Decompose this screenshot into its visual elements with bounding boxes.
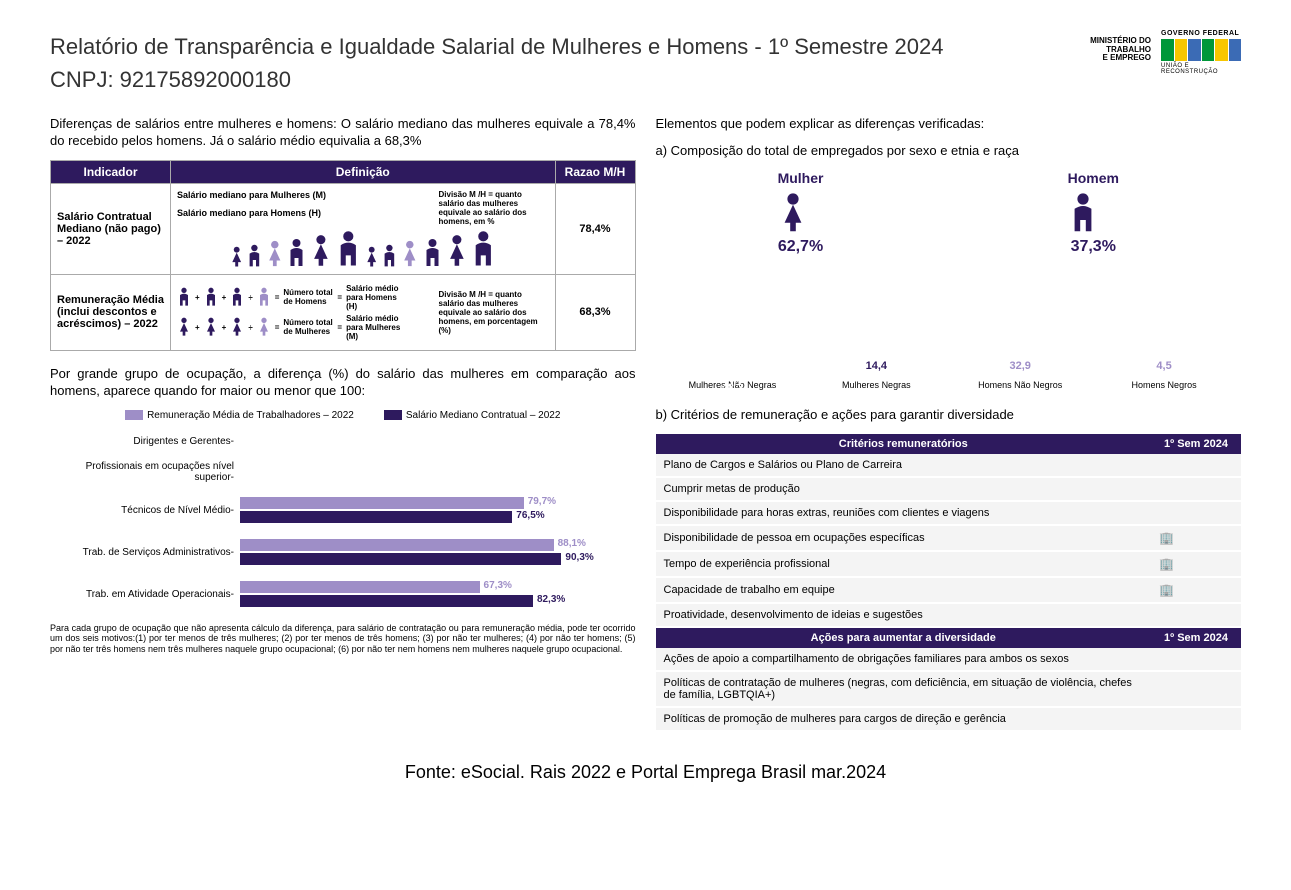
row-mediano: Salário Contratual Mediano (não pago) – …: [51, 183, 636, 274]
table-row: Políticas de contratação de mulheres (ne…: [656, 671, 1242, 707]
composition-header: Mulher 62,7% Homem 37,3%: [656, 170, 1242, 256]
hbar-row: Técnicos de Nível Médio-79,7%76,5%: [50, 497, 636, 525]
indicator-table: Indicador Definição Razao M/H Salário Co…: [50, 160, 636, 351]
composition-bar-chart: 48,314,432,94,5: [656, 266, 1242, 376]
brasil-logo: GOVERNO FEDERAL UNIÃO E RECONSTRUÇÃO: [1161, 30, 1241, 70]
table-row: Disponibilidade de pessoa em ocupações e…: [656, 525, 1242, 551]
man-icon: [1068, 192, 1098, 234]
check-icon: 🏢: [1159, 531, 1174, 545]
page-title: Relatório de Transparência e Igualdade S…: [50, 30, 943, 96]
table-row: Capacidade de trabalho em equipe🏢: [656, 577, 1242, 603]
th-razao: Razao M/H: [555, 160, 635, 183]
title-line1: Relatório de Transparência e Igualdade S…: [50, 34, 943, 59]
median-people-icons: [177, 230, 549, 268]
formula-homens: ++ ÷ = Número total de Homens = Salário …: [177, 284, 431, 311]
hbar-legend: Remuneração Média de Trabalhadores – 202…: [50, 410, 636, 421]
hbar-row: Trab. em Atividade Operacionais-67,3%82,…: [50, 581, 636, 609]
table-row: Cumprir metas de produção: [656, 477, 1242, 501]
check-icon: 🏢: [1159, 557, 1174, 571]
check-icon: 🏢: [1159, 583, 1174, 597]
source-line: Fonte: eSocial. Rais 2022 e Portal Empre…: [50, 762, 1241, 783]
row-media: Remuneração Média (inclui descontos e ac…: [51, 274, 636, 350]
table-row: Políticas de promoção de mulheres para c…: [656, 707, 1242, 731]
th-definicao: Definição: [171, 160, 556, 183]
page-header: Relatório de Transparência e Igualdade S…: [50, 30, 1241, 96]
hbar-row: Trab. de Serviços Administrativos-88,1%9…: [50, 539, 636, 567]
comp-homem: Homem 37,3%: [1068, 170, 1119, 256]
section-a-title: a) Composição do total de empregados por…: [656, 143, 1242, 160]
hbar-row: Dirigentes e Gerentes-: [50, 436, 636, 447]
criteria-table: Critérios remuneratórios1º Sem 2024 Plan…: [656, 434, 1242, 732]
ministry-logo: MINISTÉRIO DO TRABALHO E EMPREGO: [1090, 37, 1151, 63]
occupation-bar-chart: Dirigentes e Gerentes- Profissionais em o…: [50, 436, 636, 609]
formula-mulheres: ++ ÷ = Número total de Mulheres = Salári…: [177, 314, 431, 341]
occupation-intro: Por grande grupo de ocupação, a diferenç…: [50, 366, 636, 400]
title-line2: CNPJ: 92175892000180: [50, 67, 291, 92]
left-column: Diferenças de salários entre mulheres e …: [50, 116, 636, 732]
occupation-footnote: Para cada grupo de ocupação que não apre…: [50, 623, 636, 655]
right-column: Elementos que podem explicar as diferenç…: [656, 116, 1242, 732]
hbar-row: Profissionais em ocupações nível superio…: [50, 461, 636, 483]
table-row: Plano de Cargos e Salários ou Plano de C…: [656, 454, 1242, 477]
th-indicador: Indicador: [51, 160, 171, 183]
comp-mulher: Mulher 62,7%: [778, 170, 824, 256]
logos: MINISTÉRIO DO TRABALHO E EMPREGO GOVERNO…: [1090, 30, 1241, 70]
explain-intro: Elementos que podem explicar as diferenç…: [656, 116, 1242, 133]
section-b-title: b) Critérios de remuneração e ações para…: [656, 407, 1242, 424]
table-row: Proatividade, desenvolvimento de ideias …: [656, 603, 1242, 627]
table-row: Disponibilidade para horas extras, reuni…: [656, 501, 1242, 525]
legend-swatch-a: [125, 410, 143, 420]
salary-diff-intro: Diferenças de salários entre mulheres e …: [50, 116, 636, 150]
woman-icon: [778, 192, 808, 234]
legend-swatch-b: [384, 410, 402, 420]
table-row: Tempo de experiência profissional🏢: [656, 551, 1242, 577]
table-row: Ações de apoio a compartilhamento de obr…: [656, 648, 1242, 671]
